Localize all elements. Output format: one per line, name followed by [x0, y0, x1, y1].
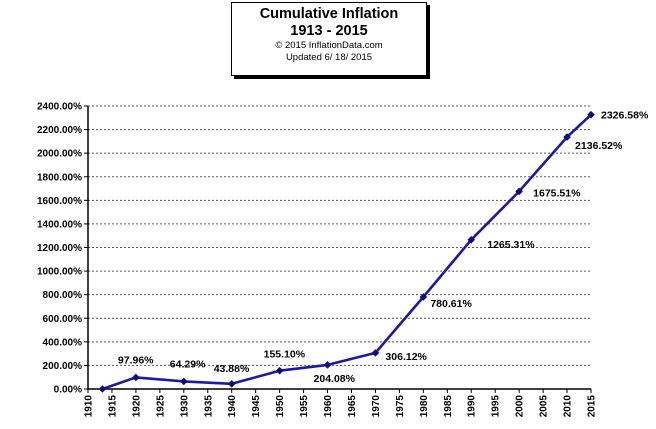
x-tick-label: 1935 [203, 395, 214, 418]
x-tick-label: 2010 [563, 395, 574, 418]
data-label: 97.96% [118, 354, 154, 366]
chart-title-box: Cumulative Inflation 1913 - 2015 © 2015 … [231, 2, 427, 76]
x-tick-label: 1960 [323, 395, 334, 418]
x-tick-label: 1950 [275, 395, 286, 418]
data-label: 64.29% [170, 358, 206, 370]
y-tick-label: 1800.00% [37, 172, 82, 183]
chart-year-range: 1913 - 2015 [290, 23, 368, 39]
data-label: 1675.51% [533, 187, 581, 199]
data-point-marker [98, 385, 107, 393]
data-label: 204.08% [314, 373, 356, 385]
data-label: 1265.31% [487, 239, 535, 251]
y-tick-label: 2200.00% [37, 125, 82, 136]
data-point-marker [275, 366, 284, 375]
data-point-marker [132, 373, 140, 382]
data-point-marker [563, 133, 571, 141]
y-tick-label: 2000.00% [37, 149, 82, 160]
x-tick-label: 1940 [227, 395, 238, 418]
x-tick-label: 1920 [131, 395, 142, 418]
data-point-marker [419, 293, 428, 301]
data-point-marker [467, 235, 476, 244]
y-tick-label: 1400.00% [37, 219, 82, 230]
y-tick-label: 2400.00% [37, 102, 82, 113]
x-tick-label: 1955 [299, 395, 310, 418]
y-tick-label: 200.00% [43, 361, 83, 372]
data-label: 2326.58% [601, 110, 649, 122]
x-tick-label: 1995 [491, 395, 502, 418]
data-point-marker [371, 349, 380, 357]
x-tick-label: 1930 [179, 395, 190, 418]
data-label: 155.10% [264, 349, 306, 361]
chart-title: Cumulative Inflation [259, 6, 399, 22]
x-tick-label: 2005 [539, 395, 550, 418]
y-tick-label: 400.00% [43, 337, 83, 348]
y-tick-label: 1600.00% [37, 196, 82, 207]
data-point-marker [323, 361, 332, 369]
chart-updated-date: Updated 6/ 18/ 2015 [285, 52, 373, 63]
data-point-marker [180, 377, 188, 386]
data-label: 780.61% [430, 298, 472, 310]
x-tick-label: 1945 [251, 395, 262, 418]
data-label: 306.12% [385, 351, 427, 363]
series-line [101, 113, 592, 391]
chart-copyright: © 2015 InflationData.com [275, 40, 383, 51]
x-tick-label: 1985 [443, 395, 454, 418]
y-tick-label: 1200.00% [37, 243, 82, 254]
y-tick-label: 600.00% [43, 314, 83, 325]
x-tick-label: 1970 [371, 395, 382, 418]
x-tick-label: 1915 [107, 395, 118, 418]
x-tick-label: 1965 [347, 395, 358, 418]
data-label: 2136.52% [575, 140, 623, 152]
y-tick-label: 800.00% [43, 290, 83, 301]
x-tick-label: 2000 [515, 395, 526, 418]
y-tick-label: 1000.00% [37, 267, 82, 278]
y-tick-label: 0.00% [54, 385, 82, 396]
x-tick-label: 2015 [587, 395, 598, 418]
x-tick-label: 1925 [155, 395, 166, 418]
x-tick-label: 1910 [84, 395, 95, 418]
data-point-marker [227, 380, 236, 388]
data-point-marker [515, 187, 523, 196]
x-tick-label: 1975 [395, 395, 406, 418]
x-tick-label: 1990 [467, 395, 478, 418]
data-point-marker [587, 110, 595, 119]
x-tick-label: 1980 [419, 395, 430, 418]
data-label: 43.88% [214, 363, 250, 375]
